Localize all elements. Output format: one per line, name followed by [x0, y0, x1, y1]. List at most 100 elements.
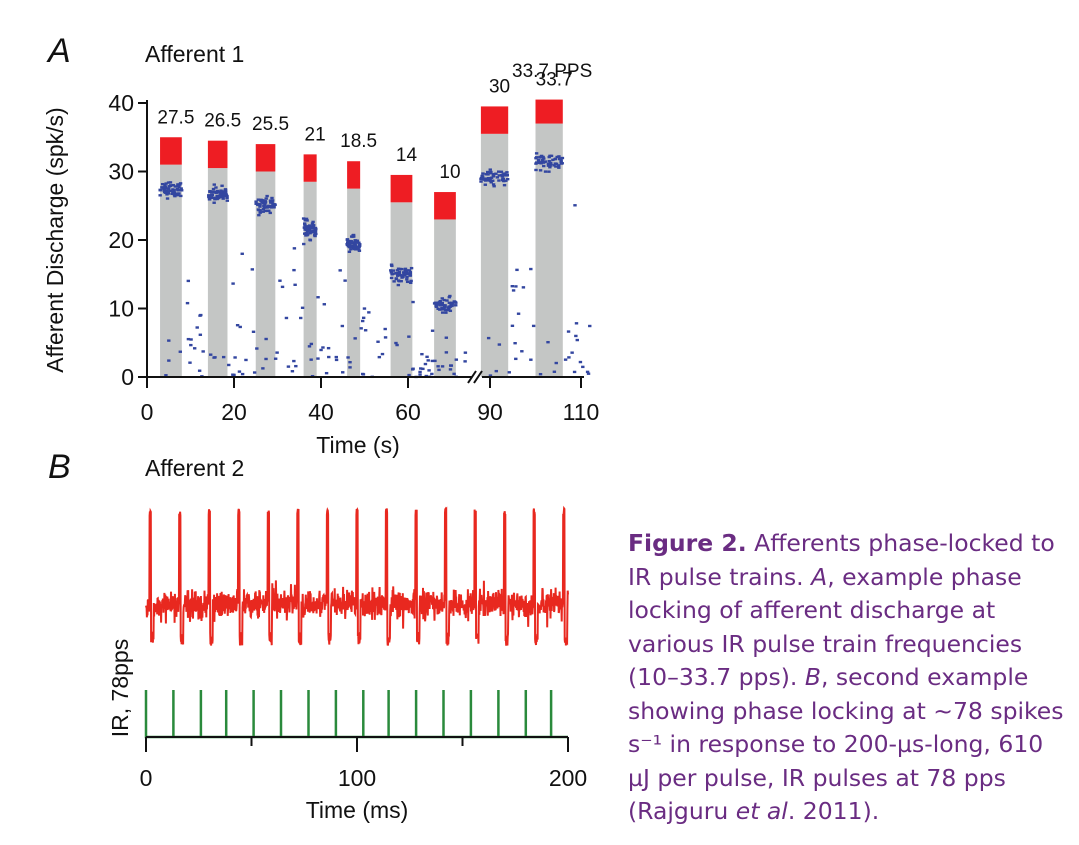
- spike-dot: [220, 184, 224, 187]
- spike-dot: [574, 334, 578, 338]
- spike-dot: [410, 368, 415, 371]
- spike-dot: [543, 170, 548, 173]
- spike-dot: [500, 178, 505, 182]
- spike-dot: [178, 350, 183, 353]
- stim-bar: [390, 202, 413, 377]
- spike-dot: [529, 267, 533, 271]
- y-axis-label-b: IR, 78pps: [107, 639, 133, 737]
- spike-dot: [548, 166, 552, 169]
- spike-dot: [349, 235, 354, 238]
- spike-dot: [394, 277, 399, 280]
- spike-dot: [164, 182, 168, 185]
- panel-b-label: B: [48, 448, 71, 486]
- spike-dot: [222, 194, 226, 198]
- spike-dot: [261, 367, 265, 370]
- spike-dot: [306, 227, 310, 230]
- spike-dot: [215, 189, 219, 193]
- spike-dot: [408, 271, 413, 274]
- axes-b: 0 100 200: [140, 736, 587, 791]
- spike-dot: [167, 359, 171, 362]
- spike-dot: [534, 162, 538, 165]
- spike-dot: [188, 361, 192, 364]
- spike-dot: [265, 206, 269, 209]
- spike-dot: [171, 183, 176, 187]
- bar-label: 30: [489, 76, 510, 97]
- spike-dot: [399, 279, 403, 283]
- spike-dot: [494, 172, 498, 175]
- spike-dot: [534, 156, 538, 160]
- spike-dot: [275, 351, 279, 354]
- spike-dot: [440, 311, 445, 314]
- bar-label: 10: [439, 162, 460, 183]
- spike-dot: [215, 197, 219, 201]
- x-tick-label-a: 40: [308, 399, 334, 425]
- y-tick-label-a: 30: [108, 159, 134, 185]
- spike-dot: [273, 203, 277, 206]
- spike-dot: [168, 189, 172, 192]
- spike-dot: [442, 306, 447, 309]
- spike-dot: [313, 228, 317, 231]
- spike-dot: [358, 243, 362, 246]
- y-axis-label-a: Afferent Discharge (spk/s): [42, 107, 68, 372]
- spike-dot: [177, 188, 181, 192]
- spike-dot: [213, 197, 217, 201]
- spike-dot: [433, 359, 437, 363]
- spike-dot: [581, 365, 585, 369]
- spike-dot: [305, 219, 309, 222]
- spike-dot: [448, 309, 453, 313]
- spike-dot: [345, 243, 350, 247]
- spike-dot: [405, 280, 410, 284]
- caption-text-2: , example phase locking of afferent disc…: [628, 562, 1023, 692]
- spike-dot: [407, 335, 411, 338]
- spike-dot: [158, 189, 162, 192]
- spike-dot: [212, 196, 216, 200]
- spike-dot: [310, 226, 314, 229]
- spike-dot: [357, 249, 362, 252]
- spike-dot: [303, 219, 307, 222]
- axes-a: 0 10 20 30 40 0 20 40 60 90 110: [108, 90, 599, 425]
- spike-dot: [222, 190, 227, 194]
- spike-dot: [237, 370, 242, 373]
- spike-dot: [367, 311, 371, 314]
- spike-dot: [272, 206, 276, 209]
- x-tick-label-a: 110: [563, 399, 600, 425]
- spike-dot: [172, 190, 176, 193]
- spike-dot: [515, 268, 519, 272]
- spike-dot: [334, 358, 339, 362]
- spike-dot: [311, 220, 315, 224]
- spike-dot: [395, 272, 399, 275]
- spike-dot: [425, 355, 429, 359]
- spike-dot: [554, 162, 559, 165]
- spike-dot: [250, 268, 255, 271]
- spike-dot: [349, 240, 354, 243]
- spike-dot: [361, 372, 365, 376]
- spike-dot: [407, 373, 411, 377]
- spike-dot: [380, 352, 385, 356]
- caption-text-3: , second example showing phase locking a…: [628, 663, 1064, 825]
- ir-pulse-trace: [144, 690, 568, 739]
- spike-dot: [559, 159, 563, 162]
- spike-dot: [513, 342, 517, 345]
- spike-dot: [360, 319, 365, 323]
- spike-dot: [480, 175, 485, 178]
- spike-dot: [496, 170, 501, 173]
- spike-dot: [489, 172, 493, 175]
- spike-dot: [176, 184, 180, 188]
- spike-dot: [489, 181, 493, 184]
- spike-dot: [258, 211, 262, 214]
- spike-dot: [546, 164, 551, 167]
- spike-dot: [264, 337, 268, 341]
- caption-text-1: Afferents phase-locked to IR pulse train…: [628, 529, 1055, 591]
- spike-dot: [308, 229, 312, 232]
- spike-dot: [268, 211, 272, 215]
- spike-dot: [585, 370, 590, 374]
- spike-dot: [208, 189, 212, 193]
- spike-dot: [198, 333, 203, 336]
- spike-dot: [400, 274, 404, 277]
- spike-dot: [263, 209, 267, 213]
- spike-dot: [355, 246, 360, 249]
- spike-dot: [438, 304, 443, 307]
- spike-dot: [189, 343, 193, 347]
- spike-dot: [542, 157, 546, 160]
- spike-dot: [397, 270, 402, 274]
